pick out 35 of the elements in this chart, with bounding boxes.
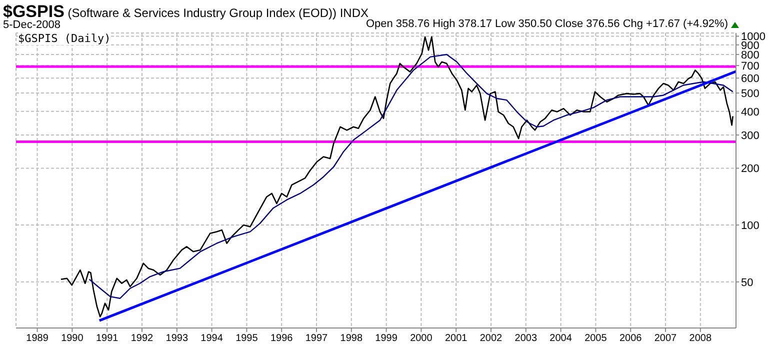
x-tick-label: 2001: [444, 333, 468, 344]
annotation: $GSPIS (Daily): [18, 32, 111, 45]
x-tick-label: 1997: [305, 333, 328, 344]
x-tick-label: 1995: [236, 333, 258, 344]
y-tick-label: 300: [741, 130, 760, 142]
y-tick-label: 400: [741, 106, 760, 118]
x-tick-label: 1989: [26, 333, 49, 344]
y-tick-label: 700: [741, 60, 760, 72]
y-tick-label: 100: [741, 220, 760, 232]
x-tick-label: 1990: [61, 333, 84, 344]
x-tick-label: 1999: [375, 333, 398, 344]
x-tick-label: 2007: [654, 333, 678, 344]
x-tick-label: 2008: [689, 333, 712, 344]
x-tick-label: 2004: [550, 333, 572, 344]
x-tick-label: 1998: [340, 333, 363, 344]
x-tick-label: 2002: [480, 333, 503, 344]
chart-subtitle: 5-Dec-2008: [3, 19, 60, 31]
y-tick-label: 500: [741, 88, 760, 100]
y-tick-label: 200: [741, 163, 760, 176]
y-tick-label: 800: [741, 49, 760, 62]
x-tick-label: 1996: [270, 333, 294, 344]
x-tick-label: 2006: [619, 333, 642, 344]
y-tick-label: 900: [741, 40, 760, 52]
x-tick-label: 2003: [514, 333, 538, 344]
chart-title: $GSPIS (Software & Services Industry Group Index (EOD)) INDX: [3, 2, 369, 21]
line-series: [88, 54, 734, 299]
x-tick-label: 1991: [96, 333, 119, 344]
x-tick-label: 1994: [200, 333, 224, 344]
x-tick-label: 2000: [410, 333, 433, 344]
text: Open 358.76 High 378.17 Low 350.50 Close 376.56 Chg +17.67 (+4.92%): [366, 18, 728, 30]
x-tick-label: 1992: [130, 333, 154, 344]
y-tick-label: 600: [741, 73, 760, 86]
y-tick-label: 50: [741, 276, 754, 289]
x-tick-label: 2005: [584, 333, 608, 344]
x-tick-label: 1993: [166, 333, 188, 344]
